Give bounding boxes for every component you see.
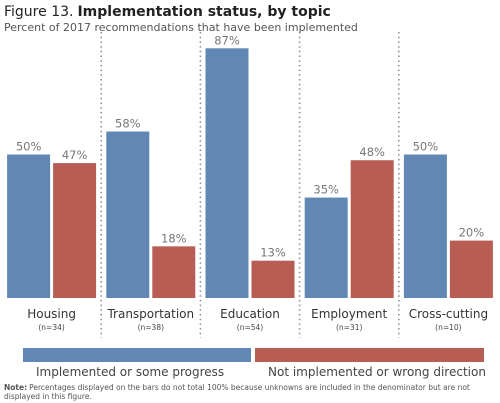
category-label: Cross-cutting [409,307,488,321]
legend-swatch-not-implemented [255,348,484,362]
category-separators [100,32,400,338]
value-label: 50% [413,140,439,154]
value-label: 18% [161,231,187,245]
value-label: 20% [459,226,485,240]
chart-title: Figure 13. Implementation status, by topi… [4,4,331,20]
bar-cross-cutting-not-implemented [449,240,493,298]
value-label: 48% [359,145,385,159]
legend: Implemented or some progress Not impleme… [23,348,486,379]
category-count: (n=10) [435,323,462,332]
category-count: (n=34) [38,323,65,332]
category-labels: Housing (n=34) Transportation (n=38) Educati… [27,307,488,332]
figure-prefix: Figure 13. [4,4,73,20]
legend-swatch-implemented [23,348,251,362]
bar-housing-not-implemented [53,163,97,298]
category-count: (n=54) [237,323,264,332]
legend-label-not-implemented: Not implemented or wrong direction [268,365,486,379]
note-label: Note: [4,383,27,392]
bar-education-implemented [205,48,249,299]
note-text-2: displayed in this figure. [4,392,92,401]
bar-transportation-not-implemented [152,246,196,298]
category-count: (n=38) [138,323,165,332]
note-text-1: Percentages displayed on the bars do not… [29,383,470,392]
chart-subtitle: Percent of 2017 recommendations that hav… [4,21,358,34]
category-count: (n=31) [336,323,363,332]
value-label: 87% [214,33,240,47]
value-label: 13% [260,246,286,260]
legend-label-implemented: Implemented or some progress [36,365,224,379]
bar-employment-not-implemented [350,160,394,298]
bar-marks [7,48,493,299]
bar-education-not-implemented [251,260,295,298]
category-label: Education [220,307,280,321]
value-label: 47% [62,148,88,162]
note-line-1: Note: Percentages displayed on the bars d… [4,383,470,392]
bar-cross-cutting-implemented [403,154,447,298]
category-label: Employment [311,307,387,321]
value-label: 50% [16,140,42,154]
bar-housing-implemented [7,154,51,298]
category-label: Housing [27,307,76,321]
value-label: 35% [313,183,339,197]
figure-title: Implementation status, by topic [77,4,330,20]
value-labels: 50% 47% 58% 18% 87% 13% 35% 48% 50% 20% [16,33,484,259]
bar-employment-implemented [304,197,348,298]
value-label: 58% [115,117,141,131]
bar-transportation-implemented [106,131,150,298]
category-label: Transportation [106,307,194,321]
